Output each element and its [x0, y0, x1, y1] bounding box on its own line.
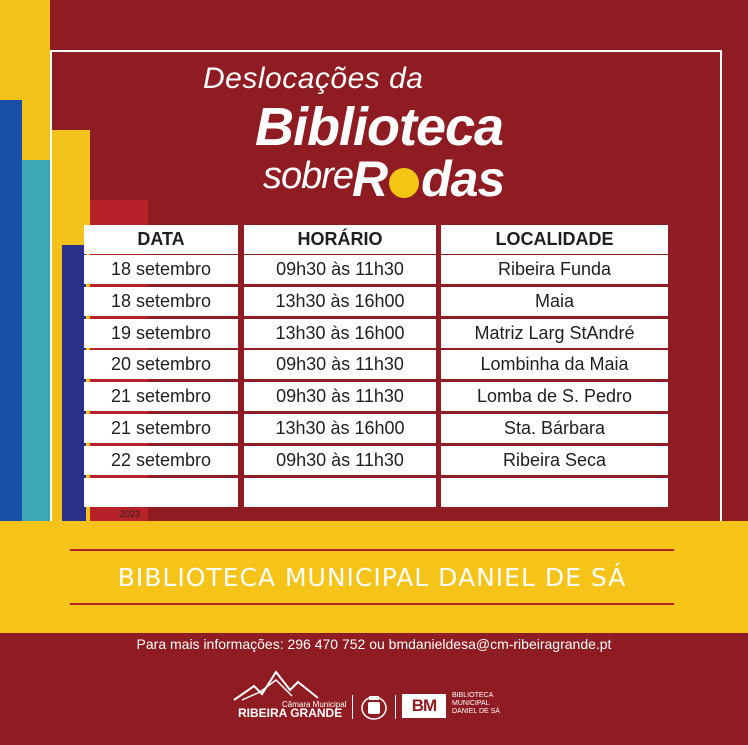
title-line-1: Deslocações da [203, 62, 424, 95]
cell-time: 09h30 às 11h30 [244, 350, 436, 380]
cell-date [84, 477, 238, 507]
header-location: LOCALIDADE [441, 225, 668, 254]
book-spine-navy [62, 245, 86, 530]
cell-date: 22 setembro [84, 445, 238, 475]
cell-date: 21 setembro [84, 382, 238, 412]
cell-date: 18 setembro [84, 255, 238, 284]
cell-date: 20 setembro [84, 350, 238, 380]
cell-location: Ribeira Funda [441, 255, 668, 284]
cell-location: Lombinha da Maia [441, 350, 668, 380]
cell-location: Lomba de S. Pedro [441, 382, 668, 412]
bm-label-line2: MUNICIPAL [452, 700, 490, 707]
cell-date: 19 setembro [84, 318, 238, 348]
ribeira-grande-label: RIBEIRA GRANDE [238, 706, 343, 720]
book-spine-teal [22, 160, 50, 530]
bm-logo-label: BIBLIOTECA MUNICIPAL DANIEL DE SÁ [452, 692, 500, 716]
cell-date: 18 setembro [84, 286, 238, 316]
bm-label-line1: BIBLIOTECA [452, 692, 494, 699]
cell-time: 13h30 às 16h00 [244, 286, 436, 316]
title-biblioteca: Biblioteca [255, 97, 504, 157]
title-rodas-rest: das [421, 151, 505, 207]
book-spine-blue [0, 100, 22, 530]
logo-divider [395, 695, 396, 719]
cell-time: 09h30 às 11h30 [244, 382, 436, 412]
bm-logo: BM [402, 694, 446, 718]
logo-divider [352, 695, 353, 719]
bm-label-line3: DANIEL DE SÁ [452, 708, 500, 715]
banner-text: BIBLIOTECA MUNICIPAL DANIEL DE SÁ [117, 562, 627, 592]
cell-time [244, 477, 436, 507]
cell-location: Sta. Bárbara [441, 414, 668, 443]
yellow-wheel-icon [389, 168, 420, 198]
camara-municipal-label: Câmara Municipal [282, 700, 347, 709]
cell-location [441, 477, 668, 507]
yellow-banner [0, 521, 748, 633]
cell-time: 09h30 às 11h30 [244, 255, 436, 284]
contact-info: Para mais informações: 296 470 752 ou bm… [136, 636, 612, 652]
cell-time: 13h30 às 16h00 [244, 414, 436, 443]
banner-box: BIBLIOTECA MUNICIPAL DANIEL DE SÁ [70, 549, 674, 605]
ribeira-grande-logo-icon [233, 670, 319, 701]
title-rodas-r: R [352, 151, 388, 207]
cell-location: Ribeira Seca [441, 445, 668, 475]
cell-date: 21 setembro [84, 414, 238, 443]
cell-time: 13h30 às 16h00 [244, 318, 436, 348]
cell-location: Matriz Larg StAndré [441, 318, 668, 348]
header-date: DATA [84, 225, 238, 254]
municipal-crest-icon [361, 696, 387, 720]
cell-location: Maia [441, 286, 668, 316]
year-label: 2023 [120, 509, 141, 519]
header-time: HORÁRIO [244, 225, 436, 254]
cell-time: 09h30 às 11h30 [244, 445, 436, 475]
title-sobre: sobre [263, 155, 354, 197]
